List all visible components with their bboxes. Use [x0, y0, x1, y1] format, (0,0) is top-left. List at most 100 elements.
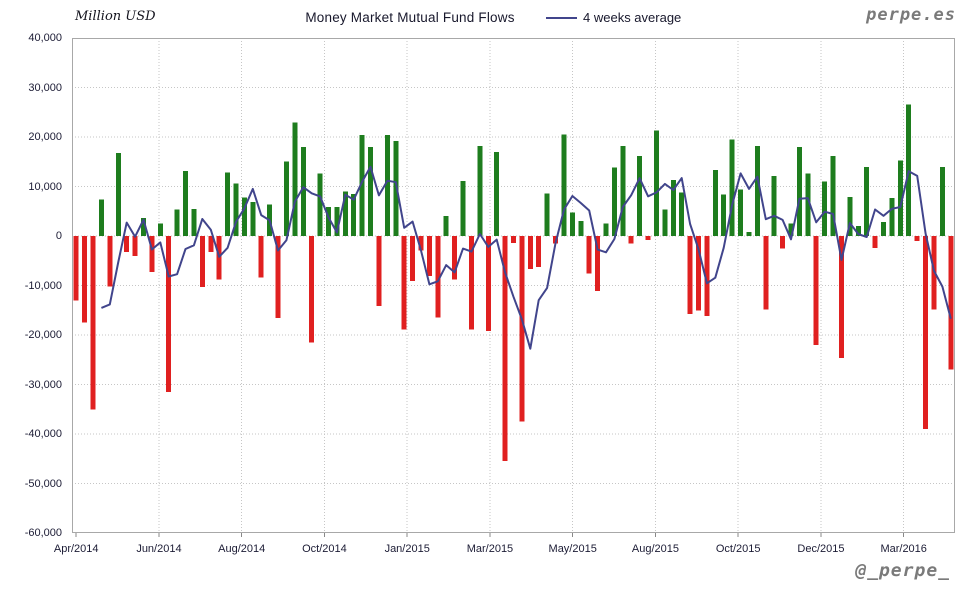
bar-positive: [881, 222, 887, 236]
bar-negative: [82, 236, 88, 323]
bar-negative: [511, 236, 516, 243]
bar-negative: [401, 236, 407, 330]
bar-negative: [645, 236, 651, 240]
bar-positive: [805, 173, 811, 236]
x-axis-label: Mar/2016: [880, 543, 927, 555]
bar-negative: [923, 236, 929, 430]
bar-positive: [443, 216, 449, 236]
bar-positive: [653, 130, 659, 236]
bar-negative: [914, 236, 920, 241]
bar-negative: [426, 236, 432, 277]
bar-positive: [939, 167, 945, 236]
legend-line-swatch: [546, 16, 577, 19]
x-axis-label: Aug/2014: [218, 543, 266, 555]
bar-positive: [679, 192, 685, 236]
bar-negative: [435, 236, 441, 318]
bar-positive: [847, 196, 853, 236]
bar-positive: [721, 194, 727, 236]
bar-positive: [325, 206, 331, 236]
bar-positive: [578, 221, 584, 236]
y-axis-label: -10,000: [24, 279, 62, 292]
bar-negative: [107, 236, 113, 287]
bar-negative: [519, 236, 525, 422]
y-axis-label: -50,000: [24, 477, 62, 490]
bar-negative: [468, 236, 474, 330]
bar-positive: [729, 139, 735, 236]
brand-logo: perpe.es: [866, 5, 956, 25]
bar-negative: [124, 236, 130, 252]
bar-negative: [527, 236, 533, 270]
bar-positive: [292, 122, 298, 236]
bar-negative: [502, 236, 508, 462]
y-axis-label: -30,000: [24, 378, 62, 391]
y-axis-label: 40,000: [28, 32, 62, 44]
plot-svg: [72, 38, 955, 537]
bar-negative: [872, 236, 878, 248]
bar-positive: [855, 226, 861, 236]
bar-positive: [603, 223, 609, 236]
bar-positive: [241, 197, 247, 236]
bar-negative: [595, 236, 601, 291]
bar-positive: [342, 191, 348, 236]
bar-negative: [687, 236, 693, 315]
bar-negative: [948, 236, 954, 370]
bar-negative: [166, 236, 172, 392]
bar-negative: [376, 236, 382, 306]
bar-negative: [410, 236, 416, 282]
bar-positive: [662, 209, 668, 236]
average-line: [101, 165, 952, 350]
x-axis-label: Mar/2015: [466, 543, 514, 555]
bar-positive: [191, 208, 197, 236]
bar-negative: [149, 236, 155, 273]
plot-frame: [72, 38, 955, 533]
bar-negative: [704, 236, 710, 317]
bar-negative: [452, 236, 458, 280]
bar-positive: [771, 176, 777, 236]
bar-positive: [283, 161, 289, 236]
x-axis-label: Oct/2014: [302, 543, 347, 555]
bar-positive: [746, 232, 752, 236]
bar-positive: [157, 223, 163, 236]
x-axis-label: Apr/2014: [53, 543, 99, 555]
bar-positive: [611, 167, 617, 236]
bar-positive: [477, 145, 483, 236]
bar-negative: [586, 236, 592, 274]
x-axis-label: Jan/2015: [384, 543, 430, 555]
y-axis-label: 0: [55, 230, 62, 242]
bar-negative: [813, 236, 819, 345]
legend-label: 4 weeks average: [583, 10, 682, 25]
bar-negative: [780, 236, 786, 249]
y-axis-unit-label: Million USD: [75, 9, 156, 24]
bar-negative: [485, 236, 491, 332]
bar-negative: [536, 236, 542, 268]
bar-negative: [258, 236, 264, 278]
x-axis-label: Oct/2015: [715, 543, 761, 555]
bar-positive: [351, 193, 357, 236]
author-handle: @_perpe_: [855, 560, 950, 581]
legend: 4 weeks average: [546, 10, 681, 25]
y-axis-label: -20,000: [24, 329, 62, 341]
bar-positive: [300, 146, 306, 236]
bar-positive: [544, 193, 550, 236]
bar-positive: [637, 155, 643, 236]
bar-positive: [460, 181, 466, 236]
bar-positive: [906, 104, 912, 236]
bar-positive: [393, 140, 399, 236]
bar-negative: [275, 236, 281, 319]
bar-negative: [199, 236, 205, 287]
x-axis-label: Dec/2015: [797, 543, 845, 555]
bar-positive: [384, 135, 390, 236]
chart-title: Money Market Mutual Fund Flows: [305, 10, 515, 25]
bar-negative: [132, 236, 138, 256]
bar-positive: [754, 145, 760, 236]
bar-positive: [889, 197, 895, 236]
bar-positive: [788, 223, 794, 236]
y-axis-label: -60,000: [24, 527, 62, 539]
bar-positive: [569, 212, 575, 236]
bar-negative: [838, 236, 844, 358]
bar-positive: [140, 218, 146, 236]
bar-positive: [822, 181, 828, 236]
bar-negative: [696, 236, 702, 311]
y-axis-label: 30,000: [28, 81, 62, 94]
bar-negative: [309, 236, 315, 343]
